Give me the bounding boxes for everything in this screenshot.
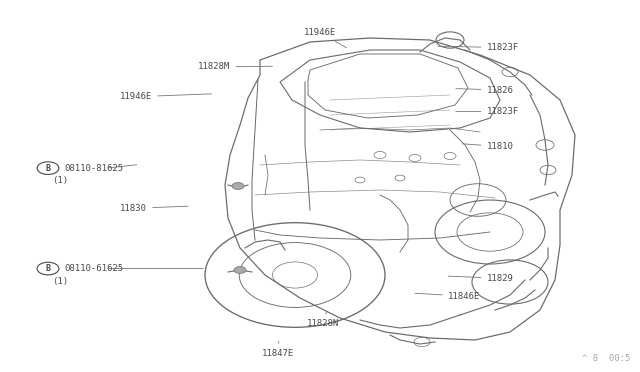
Text: 08110-61625: 08110-61625	[64, 264, 123, 273]
Text: 11847E: 11847E	[262, 341, 294, 358]
Text: 11823F: 11823F	[438, 43, 518, 52]
Text: ^ 8  00:5: ^ 8 00:5	[582, 354, 630, 363]
Text: 11946E: 11946E	[120, 92, 212, 101]
Text: 11830: 11830	[120, 204, 188, 213]
Text: 08110-81625: 08110-81625	[64, 164, 123, 173]
Text: 11828N: 11828N	[307, 312, 339, 328]
Text: B: B	[45, 264, 51, 273]
Text: B: B	[45, 164, 51, 173]
Text: 11810: 11810	[462, 142, 513, 151]
Text: (1): (1)	[52, 277, 68, 286]
Text: (1): (1)	[52, 176, 68, 185]
Text: 11826: 11826	[456, 86, 513, 94]
Circle shape	[234, 266, 246, 273]
Text: 11946E: 11946E	[304, 28, 346, 48]
Circle shape	[232, 183, 244, 189]
Text: 11846E: 11846E	[415, 292, 480, 301]
Text: 11823F: 11823F	[456, 107, 518, 116]
Text: 11829: 11829	[448, 274, 513, 283]
Text: 11828M: 11828M	[198, 62, 273, 71]
